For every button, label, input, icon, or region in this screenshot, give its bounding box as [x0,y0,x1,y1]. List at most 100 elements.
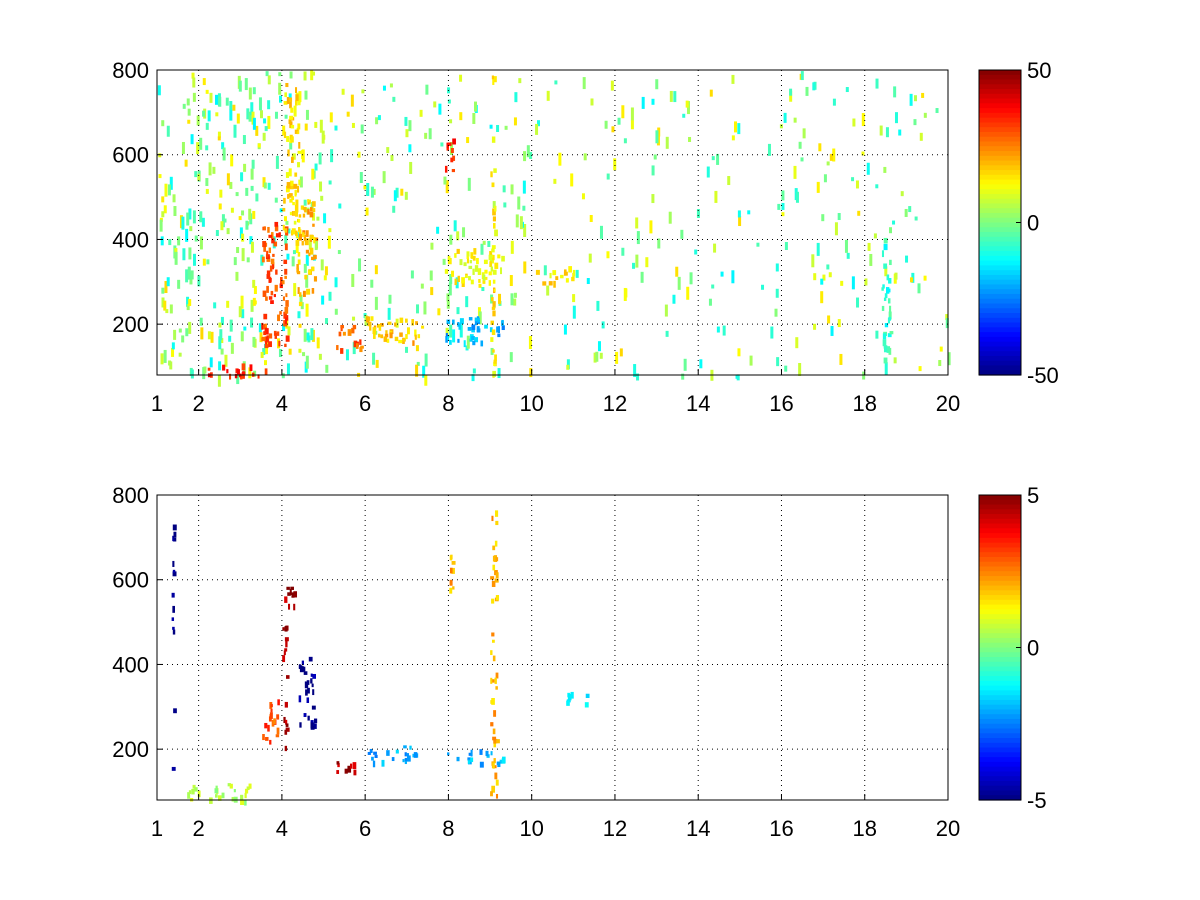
y-tick-label: 800 [112,58,149,83]
heatmap-cell [295,230,298,236]
heatmap-cell [774,308,778,317]
heatmap-cell [207,110,211,122]
heatmap-cell [173,329,177,340]
heatmap-cell [290,136,294,143]
heatmap-cell [284,317,287,325]
heatmap-cell [250,317,254,328]
heatmap-cell [845,87,849,93]
heatmap-cell [359,347,363,353]
heatmap-cell [304,681,309,689]
heatmap-cell [610,80,614,91]
heatmap-cell [246,257,250,263]
heatmap-cell [257,374,260,379]
heatmap-cell [296,270,301,275]
heatmap-cell [945,314,949,321]
heatmap-cell [255,125,259,136]
heatmap-cell [363,185,367,190]
heatmap-cell [352,762,357,769]
heatmap-cell [405,346,409,353]
colorbar-swatch [979,274,1021,281]
heatmap-cell [566,359,570,370]
heatmap-cell [262,132,266,141]
heatmap-cell [665,330,669,337]
heatmap-cell [287,194,290,199]
colorbar-swatch [979,628,1021,634]
heatmap-cell [308,656,313,662]
heatmap-cell [267,182,271,190]
heatmap-cell [248,783,252,789]
heatmap-cell [457,338,460,343]
heatmap-cell [219,189,223,198]
heatmap-cell [484,324,488,329]
heatmap-cell [491,329,496,336]
heatmap-cell [883,297,887,301]
heatmap-cell [492,279,496,284]
heatmap-cell [449,587,453,594]
colorbar-swatch [979,733,1021,739]
heatmap-cell [239,227,243,239]
heatmap-cell [491,697,495,705]
heatmap-cell [234,373,238,379]
heatmap-cell [275,155,279,169]
heatmap-cell [672,294,676,304]
heatmap-cell [259,332,263,343]
heatmap-cell [553,178,557,184]
heatmap-cell [734,121,738,133]
heatmap-cell [294,210,298,217]
colorbar-swatch [979,685,1021,691]
heatmap-cell [566,364,570,370]
heatmap-cell [428,128,432,140]
heatmap-cell [492,639,495,643]
heatmap-cell [409,745,412,750]
heatmap-cell [433,101,437,108]
heatmap-cell [469,260,472,264]
heatmap-cell [271,719,275,727]
heatmap-cell [190,134,194,145]
heatmap-cell [526,145,530,158]
heatmap-cell [386,338,390,343]
heatmap-cell [278,340,281,347]
heatmap-cell [262,177,266,188]
heatmap-cell [636,231,640,245]
heatmap-cell [298,348,302,353]
heatmap-cell [413,752,418,758]
heatmap-cell [321,130,325,144]
colorbar-swatch [979,151,1021,157]
heatmap-cell [727,176,731,186]
heatmap-cell [553,280,556,288]
heatmap-cell [238,80,242,92]
heatmap-cell [283,259,288,264]
heatmap-cell [240,794,244,801]
colorbar-swatch [979,595,1021,601]
heatmap-cell [291,156,294,163]
heatmap-cell [468,752,472,756]
heatmap-cell [471,374,475,382]
colorbar-swatch [979,761,1021,768]
heatmap-cell [399,332,403,337]
heatmap-cell [448,282,452,296]
heatmap-cell [816,242,820,256]
heatmap-cell [285,719,288,725]
heatmap-cell [324,266,328,276]
heatmap-cell [274,111,278,119]
heatmap-cell [537,120,541,127]
heatmap-cell [227,783,231,787]
heatmap-cell [284,626,288,632]
heatmap-cell [493,288,496,292]
colorbar-swatch [979,537,1021,544]
heatmap-cell [501,255,505,262]
heatmap-cell [737,210,741,218]
heatmap-cell [887,298,891,304]
heatmap-cell [420,283,424,289]
x-tick-label: 18 [852,816,876,841]
heatmap-cell [392,96,396,102]
heatmap-cell [436,226,440,234]
heatmap-cell [348,330,351,336]
heatmap-cell [295,240,300,246]
x-tick-label: 12 [603,391,627,416]
heatmap-cell [165,309,169,314]
heatmap-cell [795,337,799,349]
heatmap-cell [168,360,172,366]
heatmap-cell [192,210,196,224]
heatmap-cell [260,254,264,266]
